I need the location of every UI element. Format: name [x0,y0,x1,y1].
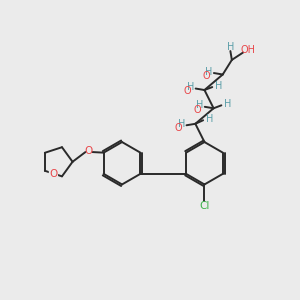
Text: H: H [206,114,213,124]
Text: H: H [227,42,234,52]
Text: O: O [175,123,182,133]
Text: H: H [196,100,203,110]
Text: H: H [224,99,232,109]
Text: H: H [215,81,222,91]
Text: O: O [193,105,201,115]
Text: O: O [49,169,58,179]
Text: OH: OH [241,46,256,56]
Text: H: H [178,119,185,129]
Text: O: O [184,86,191,97]
Text: Cl: Cl [199,201,210,211]
Text: H: H [187,82,194,92]
Text: O: O [84,146,92,157]
Text: H: H [205,67,213,76]
Text: O: O [202,71,210,81]
